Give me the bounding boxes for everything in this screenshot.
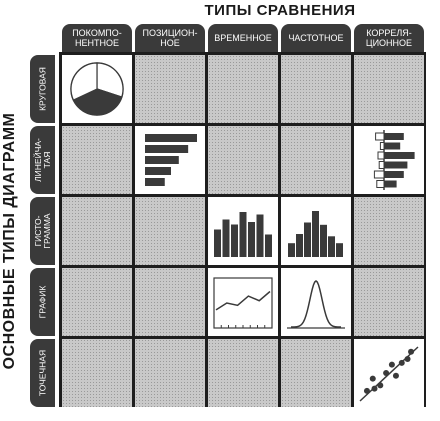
row-header-label: ГИСТО- ГРАММА — [32, 213, 52, 249]
pie-slice — [96, 62, 124, 98]
chart-icon-correlation — [373, 130, 415, 190]
row-header-histogram: ГИСТО- ГРАММА — [30, 197, 55, 265]
column-header-positional: ПОЗИЦИОН- НОЕ — [135, 24, 205, 52]
bar — [265, 234, 272, 257]
row-header-label: ЛИНЕЙЧА- ТАЯ — [32, 138, 52, 182]
chart-icon-time-line — [213, 277, 273, 329]
row-header-bar: ЛИНЕЙЧА- ТАЯ — [30, 126, 55, 194]
point — [392, 372, 399, 379]
point — [404, 356, 411, 362]
cell-scatter-positional — [135, 339, 205, 407]
column-header-correlation: КОРРЕЛЯ- ЦИОННОЕ — [354, 24, 424, 52]
diagram-title-chart-types: ОСНОВНЫЕ ТИПЫ ДИАГРАММ — [1, 112, 18, 370]
row-header-pie: КРУГОВАЯ — [30, 55, 55, 123]
cell-histogram-component — [62, 197, 132, 265]
bar — [145, 156, 179, 164]
bar — [145, 134, 197, 142]
cell-scatter-frequency — [281, 339, 351, 407]
distribution-curve — [290, 280, 342, 328]
bar-right — [384, 152, 415, 159]
cell-line-frequency — [281, 268, 351, 336]
bar — [231, 224, 238, 257]
bar — [336, 243, 343, 257]
bar — [248, 222, 255, 257]
point — [408, 348, 415, 355]
point — [377, 382, 384, 389]
cell-pie-correlation — [354, 55, 424, 123]
cell-scatter-component — [62, 339, 132, 407]
diagram-title-comparison-types: ТИПЫ СРАВНЕНИЯ — [204, 2, 356, 19]
cell-bar-correlation — [354, 126, 424, 194]
plot-frame — [213, 277, 273, 329]
bar — [304, 222, 311, 257]
bar-left — [375, 132, 385, 141]
bar-left — [376, 180, 385, 188]
row-header-line: ГРАФИК — [30, 268, 55, 336]
bar-right — [384, 171, 404, 178]
bar-right — [384, 161, 408, 169]
bar — [328, 236, 335, 257]
point — [388, 361, 395, 368]
chart-icon-normal-curve — [287, 280, 345, 329]
bar — [256, 214, 264, 257]
cell-histogram-correlation — [354, 197, 424, 265]
bar-left — [379, 142, 385, 150]
bar-right — [384, 180, 397, 188]
bar — [145, 167, 171, 175]
bar — [222, 219, 230, 257]
bar-left — [378, 161, 385, 169]
chart-icon-pie — [70, 62, 124, 116]
bar — [145, 178, 165, 186]
cell-scatter-temporal — [208, 339, 278, 407]
series-line — [215, 290, 271, 311]
pie-slice — [70, 62, 98, 101]
bar — [296, 234, 303, 257]
point — [398, 359, 405, 366]
point — [369, 375, 376, 382]
cell-scatter-correlation — [354, 339, 424, 407]
column-header-frequency: ЧАСТОТНОЕ — [281, 24, 351, 52]
cell-histogram-temporal — [208, 197, 278, 265]
chart-icon-freq-hist — [288, 211, 343, 257]
bar-left — [377, 151, 385, 160]
cell-bar-frequency — [281, 126, 351, 194]
point — [371, 385, 378, 392]
cell-histogram-positional — [135, 197, 205, 265]
chart-matrix — [59, 52, 426, 407]
cell-bar-positional — [135, 126, 205, 194]
chart-icon-scatter — [359, 346, 419, 402]
row-header-label: ГРАФИК — [37, 285, 47, 319]
cell-pie-temporal — [208, 55, 278, 123]
chart-icon-time-hist — [214, 212, 272, 257]
cell-line-positional — [135, 268, 205, 336]
cell-bar-component — [62, 126, 132, 194]
bar — [145, 145, 189, 153]
cell-pie-frequency — [281, 55, 351, 123]
cell-histogram-frequency — [281, 197, 351, 265]
column-header-temporal: ВРЕМЕННОЕ — [208, 24, 278, 52]
row-header-scatter: ТОЧЕЧНАЯ — [30, 339, 55, 407]
bar — [312, 211, 319, 257]
bar — [239, 212, 247, 257]
pie-slice — [72, 88, 123, 116]
bar — [214, 229, 221, 257]
cell-line-temporal — [208, 268, 278, 336]
chart-icon-position — [145, 134, 197, 186]
cell-pie-positional — [135, 55, 205, 123]
cell-line-correlation — [354, 268, 424, 336]
cell-bar-temporal — [208, 126, 278, 194]
bar-right — [384, 133, 404, 140]
point — [363, 387, 370, 394]
cell-pie-component — [62, 55, 132, 123]
row-header-label: ТОЧЕЧНАЯ — [37, 349, 47, 397]
cell-line-component — [62, 268, 132, 336]
point — [383, 370, 390, 376]
bar-right — [384, 142, 401, 150]
row-header-label: КРУГОВАЯ — [37, 67, 47, 111]
bar — [320, 224, 327, 257]
bar-left — [373, 170, 385, 179]
column-header-component: ПОКОМПО- НЕНТНОЕ — [62, 24, 132, 52]
bar — [288, 243, 295, 257]
